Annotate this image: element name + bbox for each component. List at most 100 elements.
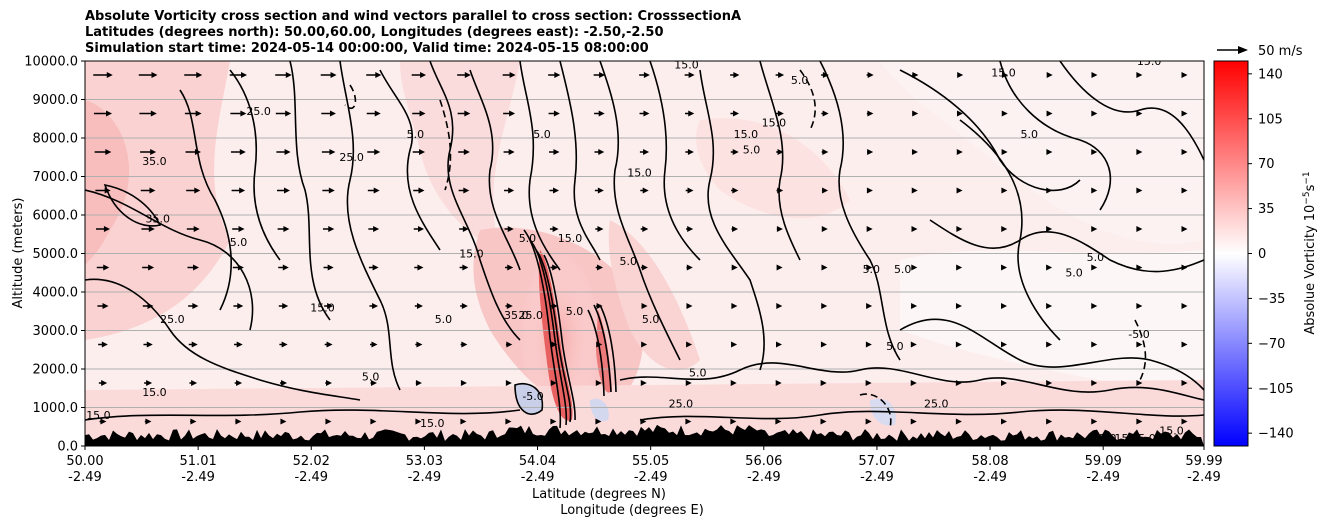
y-tick-label: 8000.0: [33, 132, 79, 147]
wind-arrow: [186, 226, 200, 232]
contour-label: 5.0: [863, 263, 881, 276]
wind-arrow: [641, 341, 648, 348]
wind-arrow: [278, 303, 289, 309]
contour-line: [819, 61, 901, 361]
wind-arrow: [1001, 264, 1008, 271]
contour-line: [599, 304, 617, 393]
wind-arrow: [143, 341, 153, 348]
plot-area: 15.035.035.025.015.05.025.015.05.025.05.…: [85, 61, 1204, 446]
x-tick-label-latitude: 58.08: [971, 454, 1008, 469]
wind-arrow: [95, 187, 111, 194]
wind-arrow: [140, 149, 157, 155]
y-tick-label: 6000.0: [33, 209, 79, 224]
wind-arrow: [955, 380, 962, 386]
wind-arrow: [275, 110, 292, 117]
contour-line: [229, 69, 281, 261]
wind-arrow: [1136, 72, 1143, 78]
wind-arrow: [821, 187, 829, 194]
wind-arrow: [594, 110, 605, 117]
wind-arrow: [370, 418, 377, 425]
wind-arrow: [1046, 303, 1053, 309]
wind-arrow: [275, 72, 292, 78]
wind-arrow: [866, 303, 873, 309]
wind-arrow: [413, 187, 425, 194]
wind-arrow: [641, 264, 648, 271]
wind-arrow: [1091, 264, 1098, 271]
wind-arrow: [775, 341, 782, 348]
terrain: [85, 424, 1204, 446]
contour-line: [514, 383, 544, 415]
wind-arrow: [594, 187, 604, 194]
wind-arrow: [596, 341, 603, 348]
wind-arrow: [1181, 149, 1188, 155]
wind-arrow: [821, 110, 829, 117]
wind-arrow: [730, 110, 740, 117]
contour-label: 25.0: [924, 398, 949, 411]
wind-arrow: [234, 380, 243, 386]
chart-title-line-3: Simulation start time: 2024-05-14 00:00:…: [85, 41, 649, 56]
negative-contour-line: [859, 393, 892, 429]
contour-label: 35.0: [504, 309, 529, 322]
wind-arrow: [730, 418, 737, 425]
contour-line: [379, 69, 441, 251]
wind-arrow: [639, 72, 650, 78]
y-tick-label: 1000.0: [33, 401, 79, 416]
wind-arrow: [1136, 341, 1143, 348]
contour-label: 5.0: [1021, 128, 1039, 141]
wind-arrow: [1091, 303, 1098, 309]
wind-arrow: [232, 264, 244, 271]
wind-arrow: [505, 380, 512, 386]
contour-label: 15.0: [762, 116, 787, 129]
wind-arrow: [1091, 226, 1098, 232]
x-tick-label-latitude: 56.06: [745, 454, 782, 469]
wind-arrow: [505, 341, 513, 348]
wind-arrow: [956, 264, 963, 271]
x-tick-label-longitude: -2.49: [973, 470, 1007, 485]
wind-arrow: [460, 341, 468, 348]
contour-label: 15.0: [459, 247, 484, 260]
wind-arrow: [1001, 72, 1008, 78]
wind-arrow: [93, 72, 113, 78]
contour-line: [649, 61, 701, 261]
wind-arrow: [956, 110, 963, 117]
colorbar-label: Absolue Vorticity 10−5s−1: [1302, 171, 1318, 334]
wind-arrow: [911, 303, 918, 309]
wind-arrow: [280, 418, 287, 425]
wind-arrow: [640, 187, 649, 194]
wind-arrow: [820, 380, 827, 386]
contour-label: -5.0: [1128, 328, 1149, 341]
contour-line: [587, 309, 605, 397]
wind-arrow: [956, 226, 963, 232]
contour-line: [469, 69, 521, 271]
wind-arrow: [911, 187, 918, 194]
contour-label: 5.0: [642, 313, 660, 326]
contour-line: [543, 254, 576, 421]
wind-arrow: [684, 72, 695, 78]
wind-arrow: [1091, 418, 1098, 425]
wind-arrow: [96, 226, 110, 232]
wind-arrow: [866, 72, 874, 78]
vorticity-min-2: [590, 398, 609, 422]
wind-arrow: [1091, 110, 1098, 117]
wind-arrow: [776, 303, 783, 309]
wind-arrow: [369, 303, 379, 309]
wind-arrow: [234, 341, 243, 348]
field-region-upper: [400, 61, 520, 250]
y-tick-label: 4000.0: [33, 286, 79, 301]
wind-arrow: [415, 341, 423, 348]
contour-label: 5.0: [1087, 251, 1105, 264]
wind-arrow: [1181, 380, 1188, 386]
wind-arrow: [775, 110, 784, 117]
wind-arrow: [641, 303, 648, 309]
colorbar-tick-label: −105: [1258, 382, 1294, 397]
wind-arrow: [99, 418, 107, 425]
wind-arrow: [503, 110, 516, 117]
wind-arrow: [1181, 418, 1188, 425]
wind-arrow: [593, 72, 606, 78]
wind-arrow: [142, 303, 154, 309]
wind-arrow: [504, 264, 514, 271]
field-region-northeast: [880, 61, 1204, 244]
contour-line: [429, 61, 521, 341]
contour-label: 15.0: [420, 417, 445, 430]
